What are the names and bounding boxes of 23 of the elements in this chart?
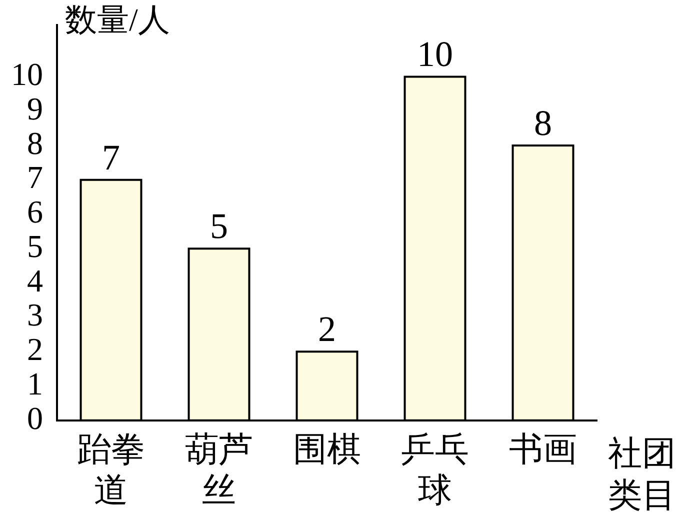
x-tick-label: 围棋 [293, 432, 361, 469]
x-tick-label: 葫芦丝 [185, 432, 253, 510]
data-label: 5 [210, 206, 228, 246]
data-label: 8 [534, 102, 552, 143]
data-label: 2 [318, 309, 336, 350]
y-tick-label: 1 [27, 365, 43, 402]
y-tick-label: 0 [27, 400, 43, 436]
data-label: 7 [102, 137, 120, 178]
data-label: 10 [417, 34, 453, 74]
y-tick-label: 2 [27, 331, 43, 368]
y-tick-label: 4 [27, 262, 43, 298]
y-tick-label: 8 [27, 124, 43, 161]
y-axis-title: 数量/人 [65, 1, 170, 38]
y-tick-label: 10 [11, 56, 43, 92]
y-tick-label: 5 [27, 228, 43, 264]
y-tick-label: 6 [27, 194, 43, 230]
x-axis-title: 社团类目 [608, 435, 676, 514]
x-tick-label: 书画 [509, 432, 577, 469]
y-tick-label: 7 [27, 159, 43, 196]
y-tick-label: 9 [27, 90, 43, 127]
x-tick-label: 乒乓球 [401, 432, 469, 510]
x-tick-label: 跆拳道 [77, 432, 145, 510]
y-tick-label: 3 [27, 296, 43, 333]
